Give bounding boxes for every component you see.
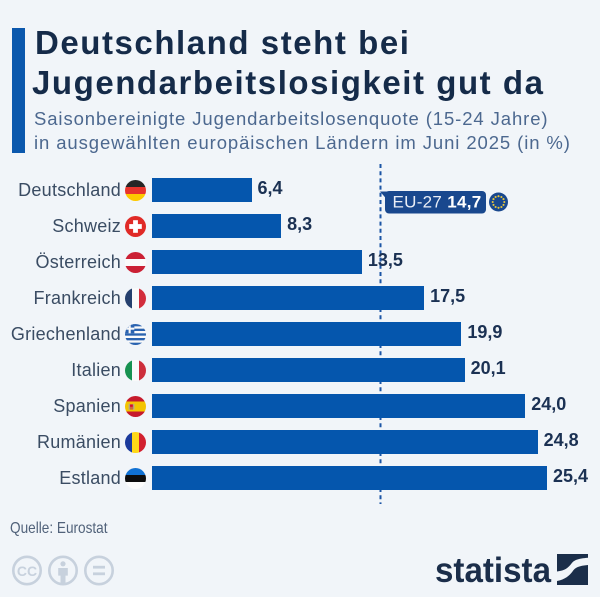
svg-text:EU-27 14,7: EU-27 14,7 bbox=[393, 193, 482, 212]
svg-text:statista: statista bbox=[435, 551, 551, 588]
svg-text:CC: CC bbox=[17, 563, 37, 579]
